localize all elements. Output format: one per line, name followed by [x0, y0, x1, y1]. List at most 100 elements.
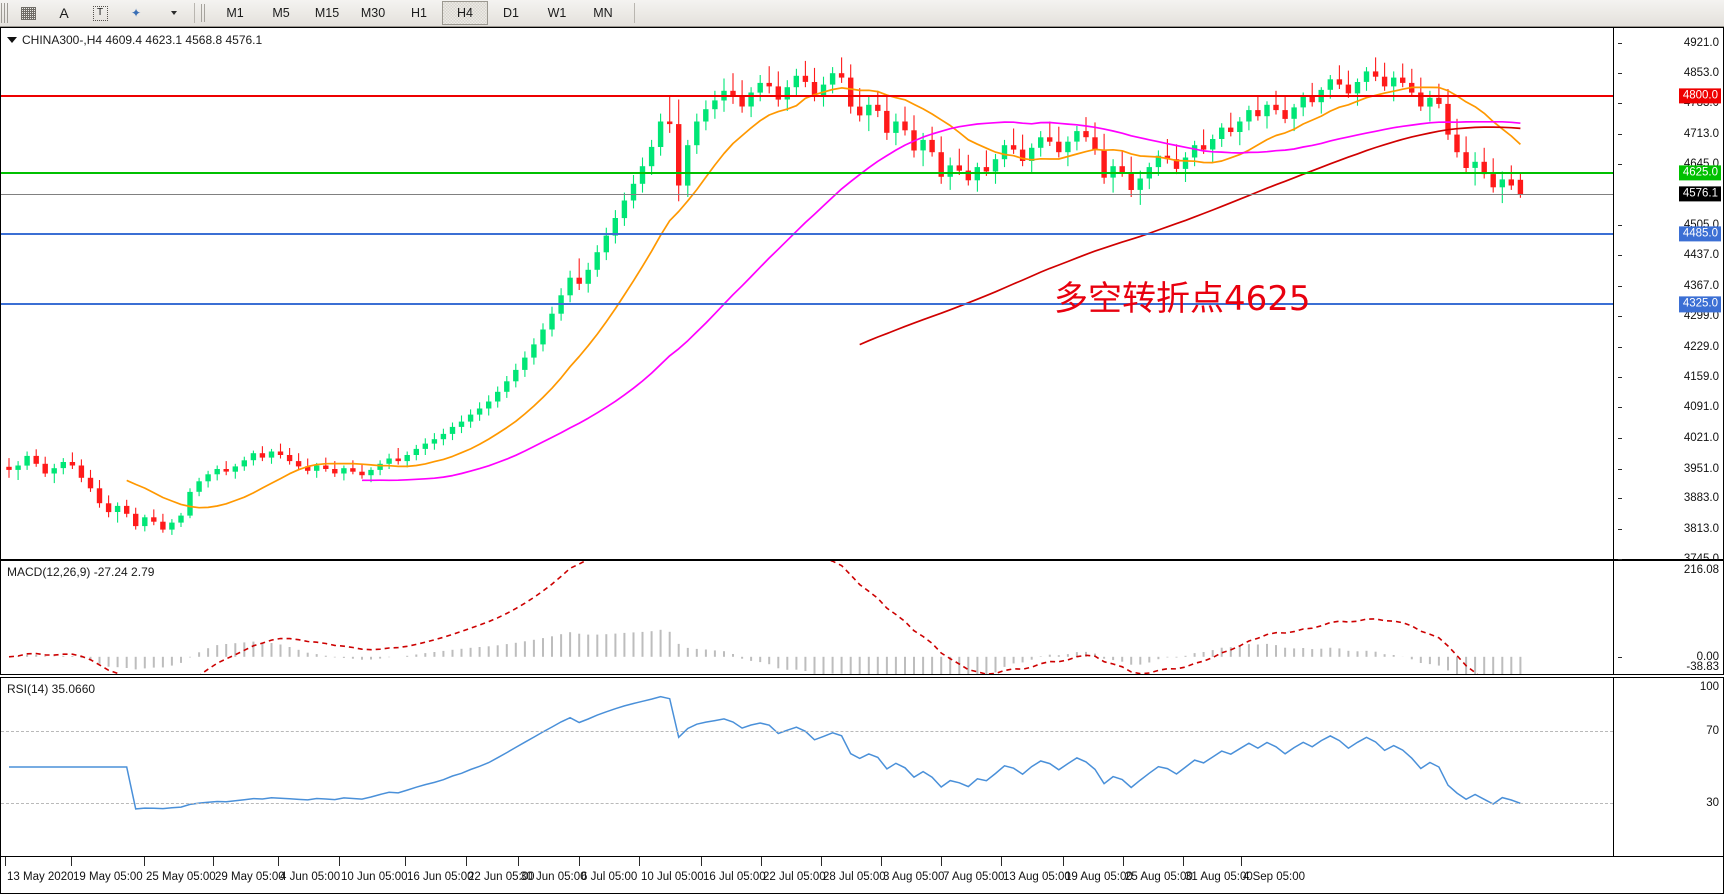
price-axis-tick: [1618, 346, 1622, 348]
time-axis-label: 16 Jun 05:00: [407, 871, 474, 883]
price-plot-area[interactable]: 多空转折点4625: [1, 28, 1613, 559]
rsi-gridline-30: [1, 802, 1613, 804]
timeframe-m30[interactable]: M30: [360, 6, 386, 20]
resistance-line-4800-price-label[interactable]: 4800.0: [1678, 88, 1721, 104]
time-axis-label: 6 Jul 05:00: [581, 871, 638, 883]
chevron-down-icon: [170, 11, 177, 15]
timeframe-h4[interactable]: H4: [442, 1, 488, 25]
price-axis-tick: [1618, 315, 1622, 317]
candlestick-series: [6, 57, 1524, 535]
macd-plot-area[interactable]: [1, 561, 1613, 674]
price-axis-tick: [1618, 72, 1622, 74]
support-line-4325-price-label[interactable]: 4325.0: [1678, 296, 1721, 313]
timeframe-grip[interactable]: [201, 4, 207, 22]
price-axis-label: 4091.0: [1683, 401, 1719, 414]
crosshair-grid-icon[interactable]: [10, 1, 46, 25]
pivot-line-4625[interactable]: [1, 171, 1613, 174]
rsi-axis-label: 70: [1706, 725, 1719, 738]
rsi-axis[interactable]: 100 70 30: [1613, 678, 1723, 856]
text-tool-icon[interactable]: A: [46, 1, 82, 25]
macd-panel-header: MACD(12,26,9) -27.24 2.79: [7, 565, 155, 579]
price-axis-tick: [1618, 134, 1622, 136]
time-axis[interactable]: 13 May 2020 19 May 05:00 25 May 05:00 29 Ma…: [0, 857, 1724, 894]
time-axis-label: 13 May 2020: [7, 871, 74, 883]
time-axis-tick: [579, 857, 580, 866]
time-axis-tick: [1063, 857, 1064, 866]
pivot-line-4625-price-label[interactable]: 4625.0: [1678, 165, 1721, 181]
macd-axis-label: 0.00: [1696, 650, 1719, 663]
price-axis-label: 4299.0: [1683, 309, 1719, 322]
rsi-series: [9, 695, 1521, 810]
price-axis-label: 3883.0: [1683, 492, 1719, 505]
resistance-line-4800[interactable]: [1, 95, 1613, 98]
time-axis-label: 25 Aug 05:00: [1125, 871, 1193, 883]
time-axis-tick: [144, 857, 145, 866]
price-axis-tick: [1618, 42, 1622, 44]
arrows-glyph: ✦: [130, 6, 142, 20]
time-axis-tick: [213, 857, 214, 866]
time-axis-tick: [278, 857, 279, 866]
price-axis-label: 4437.0: [1683, 249, 1719, 262]
price-axis-label: 4229.0: [1683, 340, 1719, 353]
time-axis-tick: [466, 857, 467, 866]
time-axis-tick: [1123, 857, 1124, 866]
rsi-plot-area[interactable]: [1, 678, 1613, 856]
time-axis-tick: [701, 857, 702, 866]
current-price-line-4576-price-label[interactable]: 4576.1: [1678, 186, 1721, 202]
time-axis-tick: [881, 857, 882, 866]
price-axis-label: 3951.0: [1683, 462, 1719, 475]
price-axis-tick: [1618, 437, 1622, 439]
timeframe-d1[interactable]: D1: [503, 6, 519, 20]
support-line-4325[interactable]: [1, 303, 1613, 306]
macd-axis[interactable]: 216.08 0.00 -38.83: [1613, 561, 1723, 674]
price-axis-tick: [1618, 103, 1622, 105]
price-chart-panel[interactable]: 多空转折点4625 4921.04853.04783.04713.04645.0…: [0, 27, 1724, 565]
textbox-glyph: T: [92, 5, 108, 21]
toolbar-divider-2: [634, 3, 635, 23]
time-axis-label: 22 Jun 05:00: [468, 871, 535, 883]
time-axis-tick: [821, 857, 822, 866]
toolbar-divider: [194, 3, 195, 23]
time-axis-label: 10 Jul 05:00: [641, 871, 704, 883]
chart-annotation: 多空转折点4625: [1054, 279, 1311, 319]
time-axis-label: 16 Jul 05:00: [703, 871, 766, 883]
time-axis-label: 7 Aug 05:00: [943, 871, 1005, 883]
support-line-4485-price-label[interactable]: 4485.0: [1678, 226, 1721, 242]
objects-dropdown-button[interactable]: [154, 1, 190, 25]
macd-indicator-panel[interactable]: 216.08 0.00 -38.83 MACD(12,26,9) -27.24 2.…: [0, 560, 1724, 675]
price-axis-tick: [1618, 255, 1622, 257]
timeframe-m5[interactable]: M5: [272, 6, 290, 20]
macd-axis-label: 216.08: [1683, 564, 1719, 576]
price-axis-tick: [1618, 164, 1622, 166]
timeframe-h1[interactable]: H1: [411, 6, 427, 20]
price-axis-tick: [1618, 407, 1622, 409]
rsi-indicator-panel[interactable]: 100 70 30 RSI(14) 35.0660: [0, 677, 1724, 857]
time-axis-tick: [5, 857, 6, 866]
time-axis-tick: [339, 857, 340, 866]
current-price-line-4576[interactable]: [1, 194, 1613, 196]
toolbar-grip[interactable]: [1, 3, 8, 23]
price-axis-tick: [1618, 529, 1622, 531]
time-axis-tick: [1001, 857, 1002, 866]
time-axis-label: 25 May 05:00: [146, 871, 216, 883]
time-axis-tick: [761, 857, 762, 866]
price-axis-tick: [1618, 468, 1622, 470]
price-axis[interactable]: 4921.04853.04783.04713.04645.04505.04437…: [1613, 28, 1723, 565]
timeframe-m15[interactable]: M15: [314, 6, 340, 20]
text-label-tool-icon[interactable]: T: [82, 1, 118, 25]
time-axis-tick: [518, 857, 519, 866]
time-axis-tick: [941, 857, 942, 866]
price-axis-tick: [1618, 498, 1622, 500]
timeframe-w1[interactable]: W1: [547, 6, 567, 20]
time-axis-label: 30 Jun 05:00: [520, 871, 587, 883]
time-axis-tick: [639, 857, 640, 866]
macd-series: [8, 561, 1522, 674]
timeframe-mn[interactable]: MN: [593, 6, 613, 20]
support-line-4485[interactable]: [1, 233, 1613, 236]
timeframe-m1[interactable]: M1: [226, 6, 244, 20]
collapse-triangle-icon[interactable]: [7, 37, 17, 43]
hatch-glyph: [20, 6, 36, 20]
time-axis-tick: [1183, 857, 1184, 866]
objects-tool-icon[interactable]: ✦: [118, 1, 154, 25]
